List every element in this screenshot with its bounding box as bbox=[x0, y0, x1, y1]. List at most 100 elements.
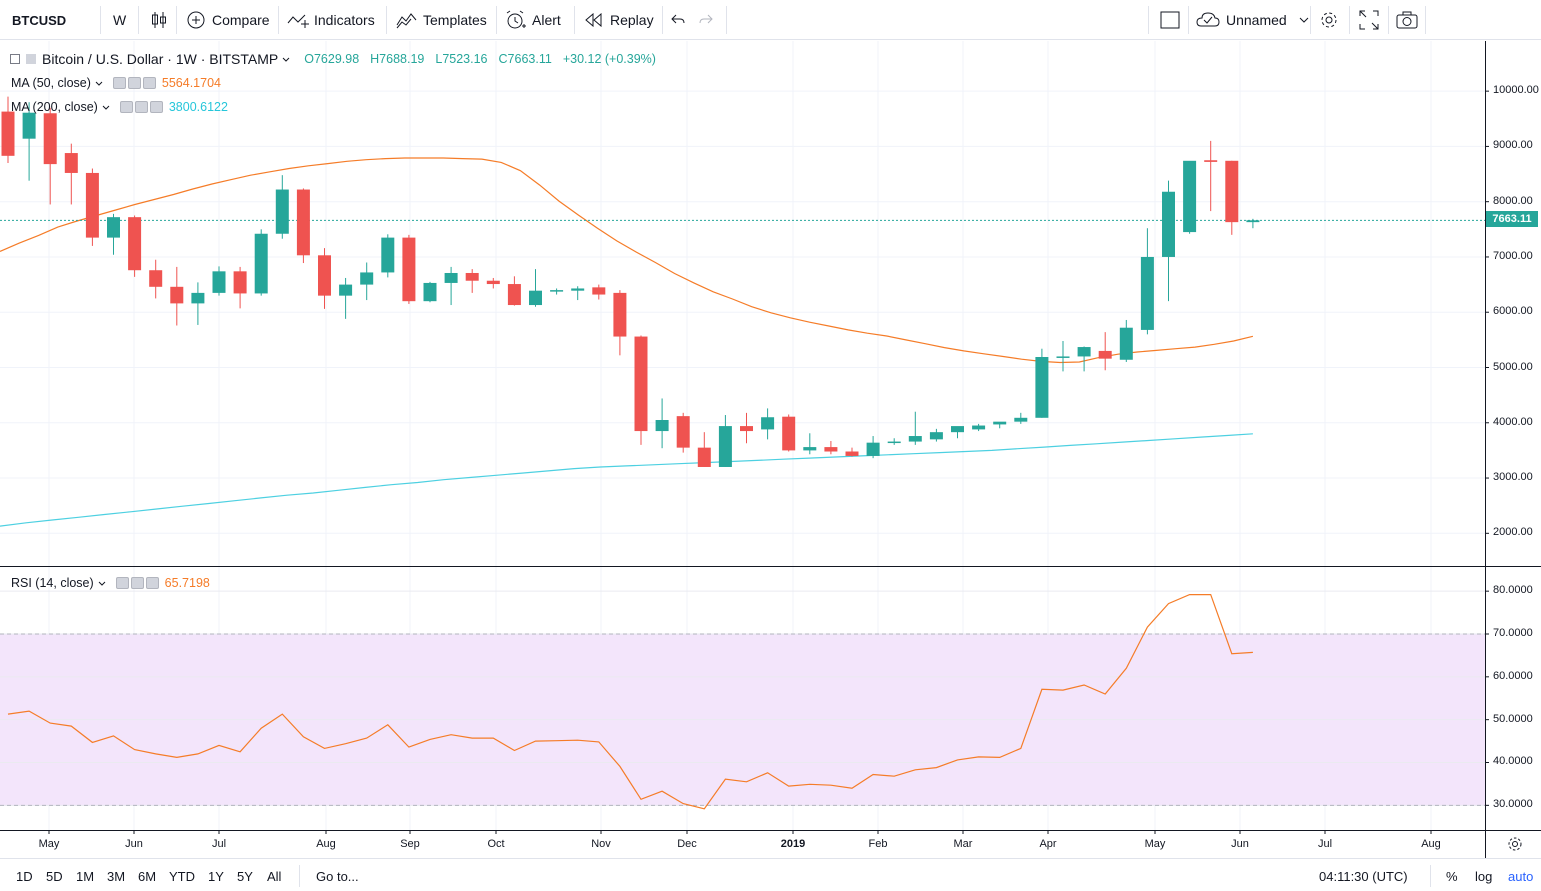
range-button-1m[interactable]: 1M bbox=[76, 869, 95, 884]
ma50-label: MA (50, close) bbox=[11, 76, 91, 90]
rsi-line bbox=[7, 593, 1253, 810]
divider bbox=[1388, 6, 1389, 34]
candle-body bbox=[1014, 417, 1028, 422]
candle-body bbox=[85, 172, 99, 238]
divider bbox=[278, 6, 279, 34]
candle-body bbox=[929, 432, 943, 440]
candle-body bbox=[845, 451, 859, 456]
indicators-button[interactable]: Indicators bbox=[287, 0, 375, 40]
gear-icon bbox=[1508, 837, 1522, 851]
time-tick-label: Oct bbox=[487, 838, 505, 850]
candle-body bbox=[318, 255, 331, 296]
snapshot-button[interactable] bbox=[1396, 0, 1418, 40]
log-toggle[interactable]: log bbox=[1475, 869, 1493, 884]
eye-icon[interactable] bbox=[112, 77, 126, 89]
candle-body bbox=[655, 420, 669, 432]
layout-save-button[interactable]: Unnamed bbox=[1196, 0, 1309, 40]
candle-body bbox=[1, 111, 15, 156]
range-button-all[interactable]: All bbox=[267, 869, 282, 884]
layout-name: Unnamed bbox=[1226, 12, 1287, 28]
rsi-tick-label: 40.0000 bbox=[1493, 755, 1533, 768]
eye-icon[interactable] bbox=[115, 577, 129, 589]
divider bbox=[574, 6, 575, 34]
close-icon[interactable] bbox=[149, 101, 163, 113]
range-button-ytd[interactable]: YTD bbox=[169, 869, 195, 884]
time-tick-label: 2019 bbox=[780, 838, 806, 850]
range-button-1d[interactable]: 1D bbox=[16, 869, 33, 884]
settings-button[interactable] bbox=[1319, 0, 1339, 40]
eye-icon[interactable] bbox=[119, 101, 133, 113]
ma200-value: 3800.6122 bbox=[168, 100, 228, 114]
candle-body bbox=[149, 270, 163, 287]
gear-icon bbox=[1321, 12, 1337, 28]
candle-body bbox=[592, 287, 606, 295]
time-tick-label: Mar bbox=[953, 838, 973, 850]
time-tick-label: Jul bbox=[211, 838, 227, 850]
rsi-tick-label: 30.0000 bbox=[1493, 798, 1533, 811]
price-tick-label: 9000.00 bbox=[1493, 139, 1533, 152]
fullscreen-button[interactable] bbox=[1359, 0, 1379, 40]
ma200-legend[interactable]: MA (200, close) 3800.6122 bbox=[11, 100, 228, 114]
goto-button[interactable]: Go to... bbox=[316, 869, 359, 884]
close-icon[interactable] bbox=[142, 77, 156, 89]
candle-body bbox=[22, 112, 36, 139]
rsi-legend[interactable]: RSI (14, close) 65.7198 bbox=[11, 576, 210, 590]
cloud-check-icon bbox=[1196, 12, 1220, 27]
fullscreen-layout-button[interactable] bbox=[1160, 0, 1180, 40]
candle-body bbox=[887, 441, 901, 444]
candle-body bbox=[191, 292, 205, 304]
gear-icon[interactable] bbox=[130, 577, 144, 589]
gear-icon[interactable] bbox=[127, 77, 141, 89]
chart-settings-button[interactable] bbox=[1507, 836, 1523, 857]
candle-body bbox=[1183, 160, 1197, 233]
undo-button[interactable] bbox=[671, 0, 685, 40]
candle-body bbox=[43, 113, 57, 165]
candle-body bbox=[128, 217, 142, 271]
chart-type-button[interactable] bbox=[150, 0, 168, 40]
square-icon bbox=[1160, 11, 1180, 29]
auto-toggle[interactable]: auto bbox=[1508, 869, 1534, 884]
compare-button[interactable]: Compare bbox=[186, 0, 270, 40]
percent-toggle[interactable]: % bbox=[1446, 869, 1458, 884]
range-button-5d[interactable]: 5D bbox=[46, 869, 63, 884]
rsi-value: 65.7198 bbox=[164, 576, 210, 590]
candle-body bbox=[1162, 191, 1175, 257]
gear-icon[interactable] bbox=[134, 101, 148, 113]
rewind-icon bbox=[585, 13, 602, 27]
replay-label: Replay bbox=[610, 12, 654, 28]
chart-canvas[interactable] bbox=[0, 41, 1541, 858]
symbol-search[interactable]: BTCUSD bbox=[12, 12, 67, 28]
candle-body bbox=[803, 447, 817, 451]
divider bbox=[1188, 6, 1189, 34]
divider bbox=[386, 6, 387, 34]
candle-body bbox=[275, 189, 289, 234]
replay-button[interactable]: Replay bbox=[585, 0, 654, 40]
range-button-1y[interactable]: 1Y bbox=[208, 869, 224, 884]
redo-button[interactable] bbox=[699, 0, 713, 40]
candle-body bbox=[64, 153, 78, 173]
alert-button[interactable]: Alert bbox=[505, 0, 561, 40]
indicators-icon bbox=[287, 14, 309, 28]
collapse-icon[interactable] bbox=[10, 54, 20, 64]
interval-button[interactable]: W bbox=[113, 12, 127, 28]
candle-body bbox=[761, 417, 775, 430]
symbol-logo-icon bbox=[26, 54, 36, 64]
rsi-tick-label: 60.0000 bbox=[1493, 669, 1533, 682]
candle-body bbox=[972, 425, 986, 430]
time-tick-label: Aug bbox=[316, 838, 336, 850]
ohlc-change: +30.12 (+0.39%) bbox=[562, 52, 656, 66]
price-tick-label: 4000.00 bbox=[1493, 415, 1533, 428]
candle-body bbox=[381, 237, 395, 273]
clock[interactable]: 04:11:30 (UTC) bbox=[1319, 869, 1408, 884]
series-title[interactable]: Bitcoin / U.S. Dollar · 1W · BITSTAMP bbox=[42, 51, 279, 67]
candle-body bbox=[1098, 350, 1112, 359]
candle-body bbox=[550, 290, 564, 292]
close-icon[interactable] bbox=[145, 577, 159, 589]
candle-body bbox=[1140, 256, 1154, 330]
ma50-legend[interactable]: MA (50, close) 5564.1704 bbox=[11, 76, 221, 90]
range-button-5y[interactable]: 5Y bbox=[237, 869, 253, 884]
range-button-6m[interactable]: 6M bbox=[138, 869, 157, 884]
templates-button[interactable]: Templates bbox=[396, 0, 487, 40]
ohlc-open: O7629.98 bbox=[304, 52, 360, 66]
range-button-3m[interactable]: 3M bbox=[107, 869, 126, 884]
